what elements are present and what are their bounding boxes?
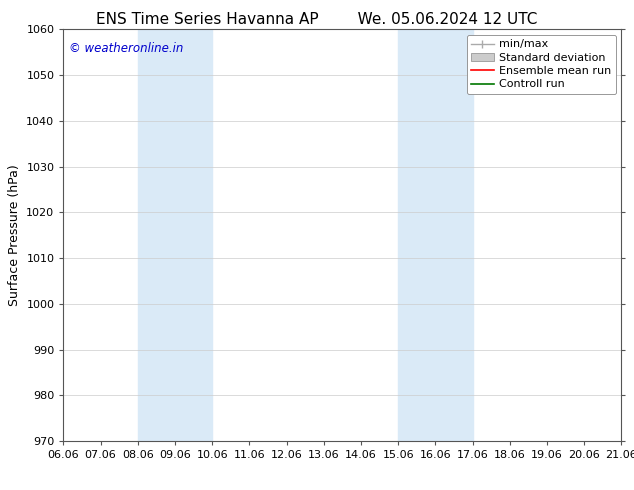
Bar [138, 29, 212, 441]
Text: © weatheronline.in: © weatheronline.in [69, 42, 183, 55]
Y-axis label: Surface Pressure (hPa): Surface Pressure (hPa) [8, 164, 21, 306]
Text: ENS Time Series Havanna AP        We. 05.06.2024 12 UTC: ENS Time Series Havanna AP We. 05.06.202… [96, 12, 538, 27]
Legend: min/max, Standard deviation, Ensemble mean run, Controll run: min/max, Standard deviation, Ensemble me… [467, 35, 616, 94]
Bar [398, 29, 472, 441]
